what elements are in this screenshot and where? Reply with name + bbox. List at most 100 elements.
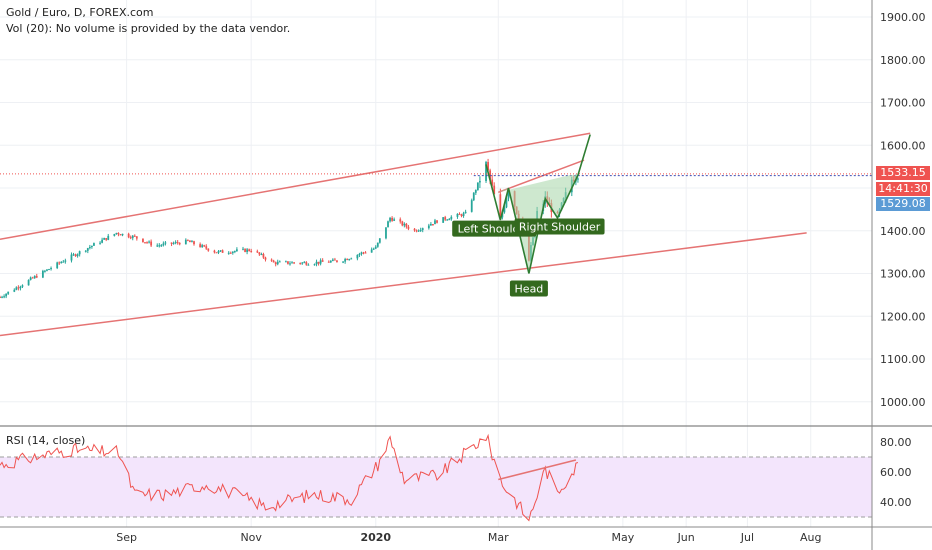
candle-body	[485, 162, 487, 181]
candle-body	[250, 250, 253, 252]
time-tick-label: Aug	[800, 531, 821, 544]
candle-body	[199, 244, 202, 248]
candle-body	[88, 246, 91, 249]
candle-body	[293, 262, 295, 264]
trendline-upper-channel	[0, 132, 591, 241]
candle-body	[21, 285, 24, 287]
candle-body	[219, 250, 222, 252]
candle-body	[44, 270, 46, 272]
pattern-label-text: Right Shoulder	[519, 220, 601, 233]
candle-body	[442, 217, 445, 223]
time-tick-label: Jul	[740, 531, 754, 544]
candle-body	[464, 211, 467, 214]
candle-body	[487, 162, 489, 171]
candle-body	[299, 262, 302, 264]
candle-body	[13, 289, 16, 292]
candle-body	[264, 257, 267, 260]
time-tick-label: Jun	[677, 531, 695, 544]
candle-body	[58, 262, 61, 264]
candle-body	[217, 251, 220, 253]
rsi-band-lines	[0, 456, 872, 518]
candle-body	[262, 254, 265, 258]
candle-body	[446, 219, 449, 221]
candle-body	[493, 185, 496, 195]
candle-body	[46, 269, 48, 271]
candle-body	[417, 230, 420, 232]
candle-body	[270, 259, 273, 261]
candle-body	[334, 259, 336, 261]
candle-body	[407, 226, 410, 229]
rsi-line[interactable]	[0, 433, 579, 522]
candle-body	[64, 260, 67, 262]
bar-countdown-badge: 14:41:30	[876, 182, 930, 196]
candle-body	[27, 279, 30, 286]
candle-body	[479, 180, 481, 183]
candle-body	[156, 245, 159, 247]
candle-body	[146, 242, 148, 244]
candle-body	[505, 198, 508, 208]
candle-body	[436, 220, 438, 223]
candle-body	[246, 249, 249, 252]
rsi-axis-ticks[interactable]: 80.00 60.00 40.00	[880, 436, 912, 509]
candle-body	[278, 261, 281, 263]
head-shoulders-outline	[485, 134, 591, 274]
candle-body	[3, 296, 5, 298]
candle-body	[231, 251, 234, 254]
candle-body	[419, 229, 422, 231]
candle-body	[315, 261, 318, 265]
candle-body	[115, 232, 118, 234]
rsi-title[interactable]: RSI (14, close)	[6, 434, 86, 447]
candle-body	[276, 261, 279, 265]
candle-body	[456, 213, 459, 217]
candle-body	[15, 287, 18, 290]
candle-body	[229, 252, 232, 254]
rsi-series	[0, 433, 579, 522]
candle-body	[350, 258, 353, 260]
candle-body	[1, 296, 3, 298]
candle-body	[178, 242, 181, 245]
candle-body	[301, 262, 304, 264]
candle-body	[170, 242, 173, 244]
candle-body	[470, 200, 473, 212]
candle-body	[158, 245, 161, 247]
time-axis-ticks[interactable]: Sep Nov 2020 Mar May Jun Jul Aug	[116, 531, 821, 544]
candle-body	[403, 223, 406, 226]
symbol-title[interactable]: Gold / Euro, D, FOREX.com	[6, 6, 154, 19]
candle-body	[221, 250, 224, 253]
candle-body	[476, 182, 479, 191]
candle-body	[319, 260, 322, 264]
candle-body	[401, 221, 404, 226]
candle-body	[142, 238, 144, 243]
candle-body	[29, 277, 32, 280]
candle-body	[305, 262, 308, 265]
drawing-overlays[interactable]	[0, 132, 872, 337]
candle-body	[191, 241, 193, 243]
candle-body	[78, 251, 81, 255]
candle-body	[70, 254, 73, 261]
volume-note: Vol (20): No volume is provided by the d…	[6, 22, 291, 35]
candle-body	[205, 246, 208, 249]
candle-body	[31, 277, 34, 279]
candle-body	[113, 233, 116, 236]
rsi-trendline	[498, 459, 577, 481]
candle-body	[321, 260, 324, 262]
price-tick-label: 1700.00	[880, 97, 926, 110]
candle-body	[344, 259, 347, 262]
price-axis-ticks[interactable]: 1900.001800.001700.001600.001500.001400.…	[880, 11, 926, 409]
pattern-label-text: Head	[515, 282, 544, 295]
candle-body	[413, 228, 416, 231]
candle-body	[17, 287, 20, 289]
candle-body	[127, 233, 130, 238]
candle-body	[60, 262, 63, 264]
candle-body	[405, 223, 408, 227]
candle-body	[474, 190, 477, 193]
time-tick-label: Nov	[240, 531, 262, 544]
candle-body	[133, 235, 136, 237]
candle-body	[472, 192, 475, 201]
rsi-overbought-oversold-band	[0, 457, 872, 517]
candle-body	[129, 237, 132, 239]
candle-body	[577, 178, 579, 180]
candle-body	[499, 194, 502, 218]
pattern-label-bg	[514, 218, 605, 235]
